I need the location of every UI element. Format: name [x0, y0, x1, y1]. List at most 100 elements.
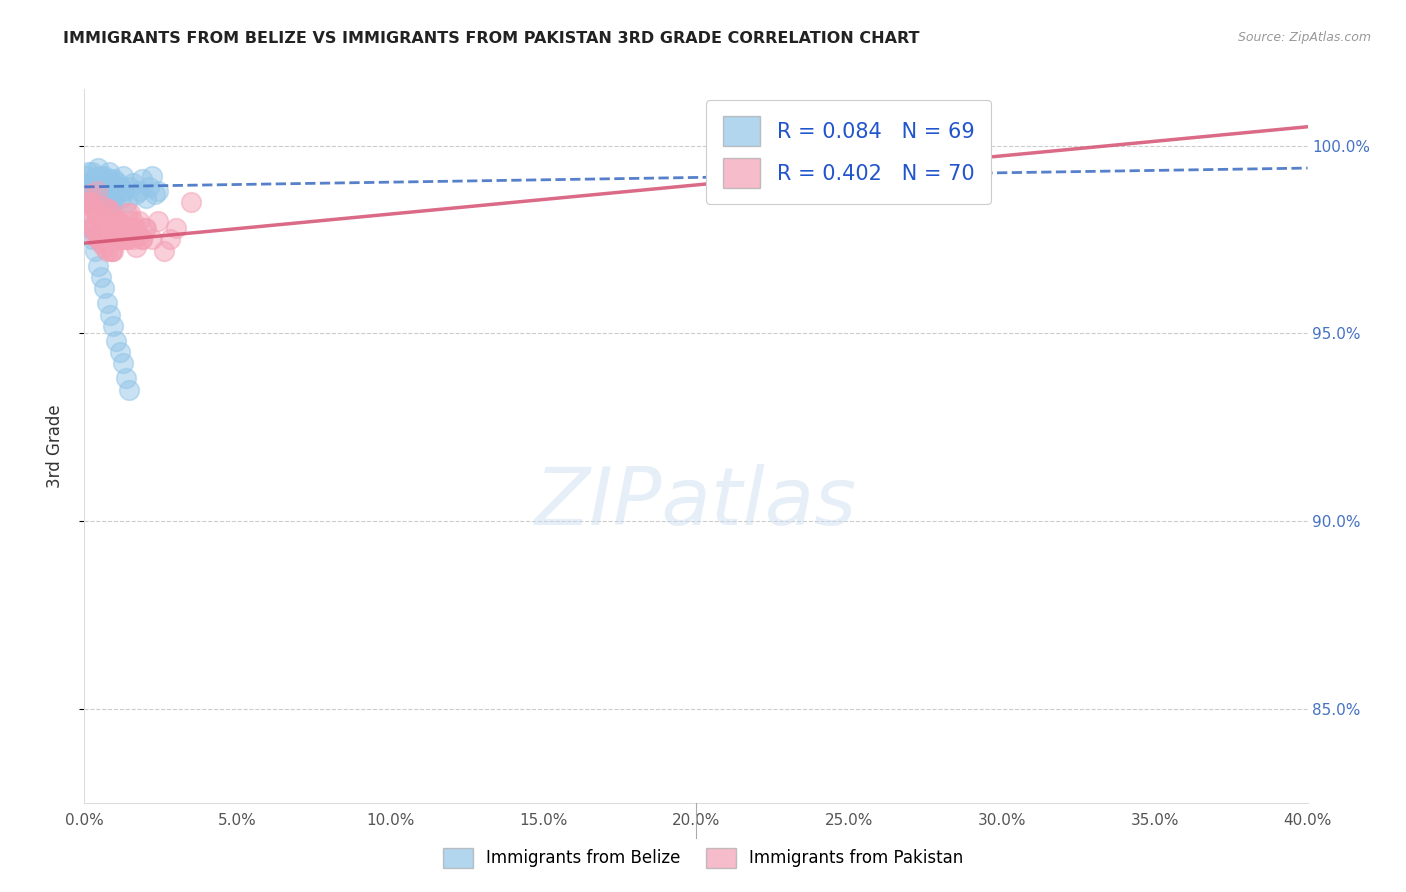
Point — [143, 187, 166, 202]
Point — [98, 165, 121, 179]
Point — [97, 206, 120, 220]
Point — [79, 184, 101, 198]
Point — [103, 221, 125, 235]
Point — [79, 187, 101, 202]
Point — [120, 179, 142, 194]
Point — [101, 184, 124, 198]
Point — [91, 184, 114, 198]
Point — [105, 334, 128, 348]
Point — [86, 184, 108, 198]
Point — [112, 221, 135, 235]
Point — [120, 221, 142, 235]
Point — [125, 221, 148, 235]
Point — [96, 191, 118, 205]
Point — [91, 184, 114, 198]
Point — [84, 206, 107, 220]
Point — [180, 194, 202, 209]
Point — [98, 202, 121, 217]
Point — [108, 179, 131, 194]
Point — [89, 169, 111, 183]
Point — [83, 172, 105, 186]
Point — [105, 228, 128, 243]
Point — [77, 213, 100, 227]
Point — [79, 194, 101, 209]
Point — [107, 176, 129, 190]
Point — [101, 221, 124, 235]
Point — [128, 213, 150, 227]
Point — [87, 259, 110, 273]
Point — [80, 176, 103, 190]
Text: IMMIGRANTS FROM BELIZE VS IMMIGRANTS FROM PAKISTAN 3RD GRADE CORRELATION CHART: IMMIGRANTS FROM BELIZE VS IMMIGRANTS FRO… — [63, 31, 920, 46]
Text: ZIPatlas: ZIPatlas — [534, 464, 858, 542]
Point — [94, 213, 117, 227]
Point — [138, 179, 160, 194]
Point — [94, 176, 117, 190]
Point — [135, 191, 157, 205]
Point — [77, 221, 100, 235]
Point — [115, 232, 138, 246]
Point — [84, 244, 107, 258]
Point — [98, 172, 121, 186]
Point — [91, 213, 114, 227]
Point — [125, 187, 148, 202]
Point — [96, 176, 118, 190]
Point — [91, 213, 114, 227]
Point — [114, 371, 136, 385]
Point — [90, 236, 112, 251]
Point — [131, 232, 153, 246]
Point — [122, 213, 145, 227]
Point — [75, 194, 97, 209]
Point — [96, 296, 118, 310]
Point — [86, 179, 108, 194]
Legend: R = 0.084   N = 69, R = 0.402   N = 70: R = 0.084 N = 69, R = 0.402 N = 70 — [706, 100, 991, 204]
Point — [118, 383, 141, 397]
Point — [97, 179, 120, 194]
Point — [84, 194, 107, 209]
Point — [94, 194, 117, 209]
Point — [83, 221, 105, 235]
Point — [82, 187, 104, 202]
Point — [87, 191, 110, 205]
Point — [93, 240, 115, 254]
Point — [146, 213, 169, 227]
Point — [83, 187, 105, 202]
Point — [103, 172, 125, 186]
Point — [105, 213, 128, 227]
Point — [86, 206, 108, 220]
Point — [117, 232, 139, 246]
Point — [111, 169, 134, 183]
Point — [135, 221, 157, 235]
Point — [96, 244, 118, 258]
Point — [110, 191, 132, 205]
Point — [110, 232, 132, 246]
Point — [104, 221, 127, 235]
Point — [93, 169, 115, 183]
Point — [87, 232, 110, 246]
Point — [128, 228, 150, 243]
Point — [105, 187, 128, 202]
Point — [80, 165, 103, 179]
Text: Source: ZipAtlas.com: Source: ZipAtlas.com — [1237, 31, 1371, 45]
Point — [122, 176, 145, 190]
Point — [77, 165, 100, 179]
Point — [93, 281, 115, 295]
Point — [98, 308, 121, 322]
Point — [77, 184, 100, 198]
Point — [115, 206, 138, 220]
Point — [114, 221, 136, 235]
Point — [76, 194, 98, 209]
Point — [96, 232, 118, 246]
Point — [82, 221, 104, 235]
Point — [159, 232, 181, 246]
Point — [111, 232, 134, 246]
Point — [101, 199, 124, 213]
Point — [153, 244, 176, 258]
Point — [141, 232, 163, 246]
Point — [90, 176, 112, 190]
Point — [131, 172, 153, 186]
Y-axis label: 3rd Grade: 3rd Grade — [45, 404, 63, 488]
Point — [104, 218, 127, 232]
Point — [146, 184, 169, 198]
Point — [100, 194, 122, 209]
Point — [87, 232, 110, 246]
